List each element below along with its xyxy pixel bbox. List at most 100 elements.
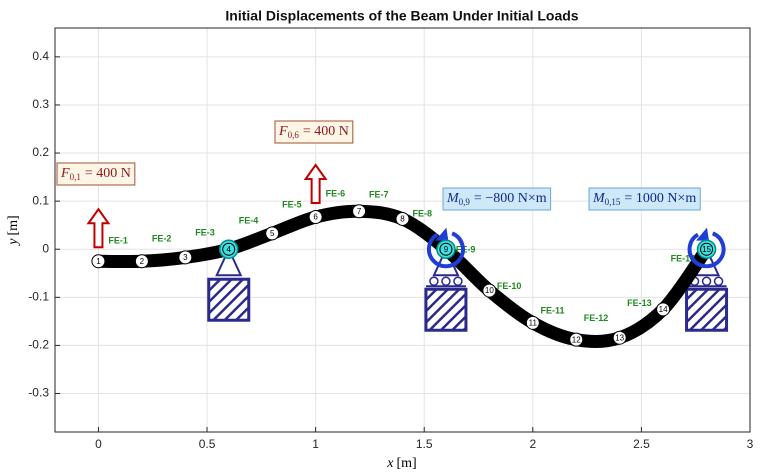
node-label: 5 [270,229,275,238]
node-label: 11 [529,318,538,327]
element-label: FE-7 [369,189,389,199]
moment-head [695,227,709,241]
x-axis-label: x [m] [386,456,416,471]
support-block [424,287,468,332]
annotation: F0,1 = 400 N [60,166,131,182]
y-tick-label: -0.3 [28,386,49,400]
support-block [207,277,251,322]
element-label: FE-1 [108,236,128,246]
element-label: FE-6 [326,189,346,199]
annotation-symbol: M [592,191,606,206]
annotation-subscript: 0,1 [70,172,81,182]
node-marker [700,242,714,256]
node-label: 3 [183,253,188,262]
node-marker [308,210,323,225]
element-label: FE-5 [282,200,302,210]
x-tick-label: 0.5 [199,437,216,451]
node-marker [612,330,627,345]
node-marker [395,211,410,226]
node-label: 10 [485,286,494,295]
node-marker [525,315,540,330]
y-axis-label: y [m] [6,215,21,246]
y-tick-label: 0.3 [32,97,49,111]
element-label: FE-10 [497,281,522,291]
x-tick-label: 2 [529,437,536,451]
annotation-box [56,162,136,186]
annotation: F0,6 = 400 N [278,124,349,140]
y-axis-symbol: y [6,238,21,247]
x-tick-label: 1.5 [416,437,433,451]
node-marker [134,254,149,269]
annotation-text: = 1000 N×m [624,191,696,206]
y-tick-label: -0.1 [28,290,49,304]
force-arrow [303,163,328,205]
node-label: 1 [96,257,101,266]
x-tick-label: 0 [95,437,102,451]
node-label: 15 [702,245,711,254]
node-marker [265,226,280,241]
roller [453,276,463,286]
annotation-text: = 400 N [303,124,349,139]
element-label: FE-2 [152,234,172,244]
y-tick-label: 0 [42,241,49,255]
x-axis-unit: [m] [397,456,417,471]
element-label: FE-14 [671,254,696,264]
roller [441,276,451,286]
moment-arc [687,231,726,269]
chart-title: Initial Displacements of the Beam Under … [225,8,578,24]
annotation-subscript: 0,15 [605,197,621,207]
x-tick-label: 1 [312,437,319,451]
annotation-subscript: 0,6 [288,130,300,140]
element-label: FE-12 [584,313,609,323]
element-label: FE-4 [239,216,259,226]
y-tick-label: 0.2 [32,145,49,159]
x-tick-label: 3 [747,437,754,451]
roller [429,276,439,286]
element-label: FE-11 [541,306,565,316]
x-axis-symbol: x [386,456,394,471]
force-arrow [86,207,111,249]
element-label: FE-13 [627,298,652,308]
annotation-box [274,120,354,144]
moment-head [435,227,449,241]
annotation-subscript: 0,9 [459,197,471,207]
node-label: 14 [659,305,668,314]
annotation: M0,9 = −800 N×m [446,191,547,207]
y-tick-label: 0.1 [32,193,49,207]
x-tick-label: 2.5 [633,437,650,451]
node-label: 9 [444,245,449,254]
support-block [685,287,729,332]
annotation-symbol: F [60,166,70,181]
node-label: 2 [140,257,145,266]
node-marker [222,242,236,256]
node-marker [656,302,671,317]
roller [713,276,724,286]
element-label: FE-8 [412,208,432,218]
annotation-symbol: F [278,124,288,139]
node-label: 8 [400,215,405,224]
annotation: M0,15 = 1000 N×m [592,191,696,207]
node-marker [569,332,584,347]
node-label: 13 [615,333,624,342]
node-label: 6 [313,213,318,222]
y-tick-label: -0.2 [28,338,49,352]
roller [701,276,712,286]
node-marker [439,242,453,256]
element-label: FE-9 [456,244,476,254]
node-marker [352,204,367,219]
y-tick-label: 0.4 [32,49,49,63]
node-marker [91,254,106,269]
node-label: 12 [572,335,581,344]
annotation-box [442,187,552,211]
node-label: 4 [227,245,232,254]
support-triangle [215,246,243,277]
axes-box [54,27,751,433]
annotation-text: = 400 N [85,166,131,181]
node-label: 7 [357,207,362,216]
y-axis-unit: [m] [6,215,21,235]
node-marker [482,283,497,298]
moment-arc [426,231,465,269]
annotation-text: = −800 N×m [474,191,547,206]
